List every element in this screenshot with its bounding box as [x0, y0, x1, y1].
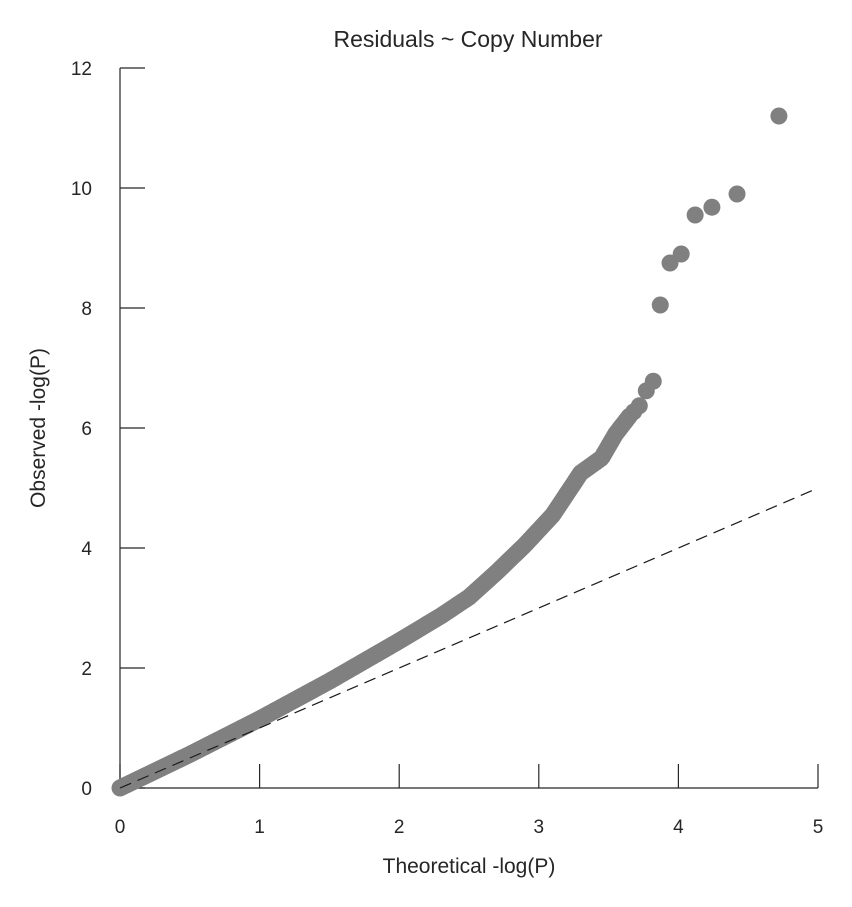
y-tick-label: 8	[81, 299, 92, 320]
y-tick-label: 12	[71, 59, 92, 80]
outlier-point	[644, 372, 662, 390]
x-axis-title: Theoretical -log(P)	[383, 855, 556, 878]
y-axis-title: Observed -log(P)	[27, 348, 50, 508]
y-tick-label: 0	[81, 779, 92, 800]
data-points	[111, 107, 788, 797]
y-tick-label: 2	[81, 659, 92, 680]
x-tick-label: 0	[115, 817, 126, 838]
y-tick-label: 10	[71, 179, 92, 200]
outlier-point	[728, 185, 746, 203]
outlier-point	[630, 397, 648, 415]
chart-title: Residuals ~ Copy Number	[333, 26, 602, 52]
reference-line	[119, 487, 819, 789]
outlier-point	[651, 296, 669, 314]
outlier-point	[770, 107, 788, 125]
y-tick-label: 6	[81, 419, 92, 440]
y-tick-label: 4	[81, 539, 92, 560]
outlier-point	[703, 198, 721, 216]
x-tick-label: 5	[813, 817, 824, 838]
x-tick-label: 3	[534, 817, 545, 838]
outlier-point	[686, 206, 704, 224]
x-tick-label: 1	[254, 817, 265, 838]
x-tick-label: 2	[394, 817, 405, 838]
outlier-point	[672, 245, 690, 263]
reference-line-group	[119, 487, 819, 789]
x-tick-label: 4	[673, 817, 684, 838]
